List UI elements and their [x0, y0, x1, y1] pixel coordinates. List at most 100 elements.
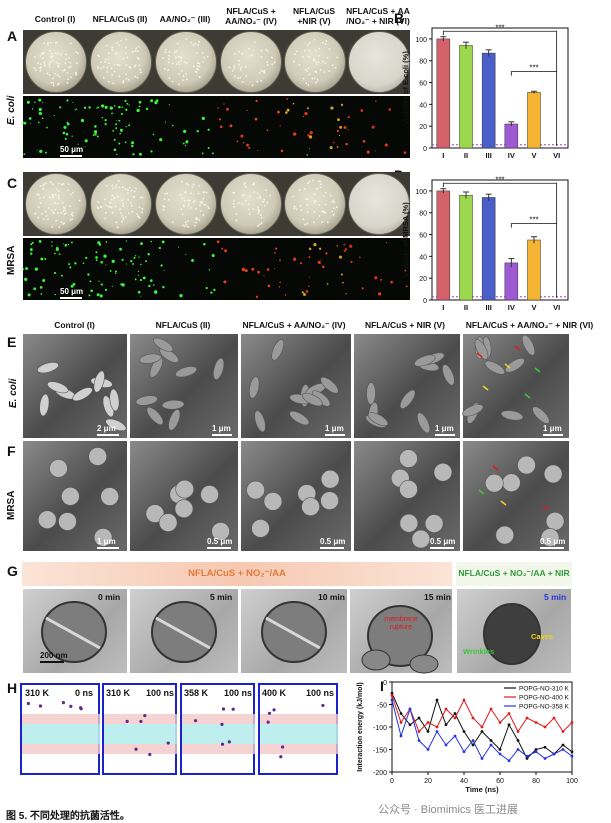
- colony: [57, 82, 60, 85]
- bacterium: [484, 360, 506, 375]
- colony: [110, 206, 113, 209]
- colony: [119, 208, 121, 210]
- molecule: [26, 701, 30, 706]
- data-point: [426, 730, 430, 733]
- colony: [253, 182, 255, 184]
- colony: [75, 51, 77, 54]
- colony: [66, 189, 69, 192]
- colony: [129, 186, 131, 189]
- colony: [45, 210, 47, 213]
- molecule: [193, 719, 198, 723]
- fluorescent-cell: [150, 150, 153, 153]
- coccus: [320, 491, 339, 510]
- colony: [52, 77, 54, 80]
- colony: [308, 180, 311, 183]
- lipid-headgroups: [104, 744, 177, 754]
- md-temp-3: 358 K: [184, 688, 209, 698]
- bacterium: [289, 410, 310, 426]
- colony: [115, 186, 117, 189]
- legend-entry: POPG-NO-310 K: [519, 686, 570, 693]
- fluorescent-cell: [120, 283, 123, 286]
- lipid-headgroups: [104, 714, 177, 724]
- fluorescent-cell: [104, 119, 107, 122]
- fluorescent-cell: [277, 110, 280, 114]
- annotation-arrow: [514, 345, 521, 351]
- colony: [304, 223, 307, 226]
- colony: [207, 207, 210, 210]
- x-tick-label: III: [486, 303, 492, 312]
- molecule: [272, 708, 276, 712]
- scale-bar: 0.5 μm: [207, 537, 232, 549]
- colony: [54, 52, 57, 55]
- molecule: [166, 741, 170, 745]
- colony: [315, 60, 317, 63]
- annotation-arrow: [476, 352, 483, 358]
- colony: [247, 208, 250, 211]
- fluorescent-cell: [51, 241, 53, 243]
- colony: [124, 188, 127, 191]
- fluorescent-cell: [267, 284, 271, 288]
- colony: [187, 199, 190, 202]
- colony: [303, 188, 306, 190]
- lipid-tails: [260, 724, 338, 744]
- molecule: [266, 720, 270, 724]
- fluorescent-cell: [349, 244, 353, 248]
- colony: [328, 47, 331, 50]
- fluorescent-cell: [90, 289, 93, 293]
- colony: [58, 75, 61, 78]
- fluorescent-cell: [54, 293, 56, 296]
- fluorescent-cell: [62, 131, 66, 135]
- panel-label-h: H: [7, 680, 18, 696]
- fluorescent-cell: [125, 108, 128, 111]
- data-point: [534, 721, 538, 724]
- colony: [175, 63, 178, 66]
- y-tick-label: -150: [373, 748, 387, 755]
- colony: [43, 61, 46, 64]
- colony: [50, 52, 53, 55]
- fluorescent-cell: [350, 260, 353, 264]
- molecule: [148, 752, 152, 757]
- fluorescent-cell: [116, 153, 118, 156]
- panel-label-i: I: [380, 678, 384, 694]
- fluorescent-cell: [53, 114, 55, 117]
- fluorescent-cell: [125, 126, 127, 128]
- colony: [299, 204, 302, 207]
- fluorescent-cell: [286, 98, 289, 100]
- colony: [122, 79, 125, 82]
- coccus: [158, 513, 178, 532]
- colony: [302, 218, 305, 221]
- colony: [106, 70, 108, 73]
- colony: [48, 196, 51, 199]
- colony: [203, 56, 206, 59]
- colony: [198, 184, 201, 187]
- coccus: [517, 455, 536, 475]
- fluorescent-cell: [158, 246, 161, 250]
- colony: [325, 40, 328, 42]
- colony: [198, 75, 201, 78]
- lipid-headgroups: [182, 714, 255, 724]
- fluorescent-cell: [140, 295, 142, 297]
- fluorescent-cell: [96, 135, 99, 138]
- bacterium: [521, 334, 536, 356]
- colony: [183, 205, 186, 208]
- bacterium: [504, 358, 525, 373]
- significance-mark: ***: [495, 23, 504, 32]
- colony: [178, 63, 181, 66]
- molecule: [38, 704, 43, 708]
- colony: [108, 62, 110, 65]
- colony: [60, 183, 63, 186]
- fluorescent-cell: [150, 240, 153, 243]
- fluorescent-cell: [266, 268, 270, 271]
- fluorescent-cell: [279, 259, 281, 262]
- colony: [127, 192, 129, 194]
- colony: [109, 201, 112, 204]
- fluorescent-cell: [131, 144, 134, 148]
- colony: [39, 67, 42, 70]
- colony: [306, 198, 309, 201]
- colony: [189, 206, 192, 209]
- fluorescent-cell: [105, 264, 107, 266]
- data-point: [516, 739, 520, 742]
- fluorescent-cell: [140, 242, 143, 246]
- colony: [104, 211, 107, 214]
- fluorescent-cell: [38, 107, 42, 112]
